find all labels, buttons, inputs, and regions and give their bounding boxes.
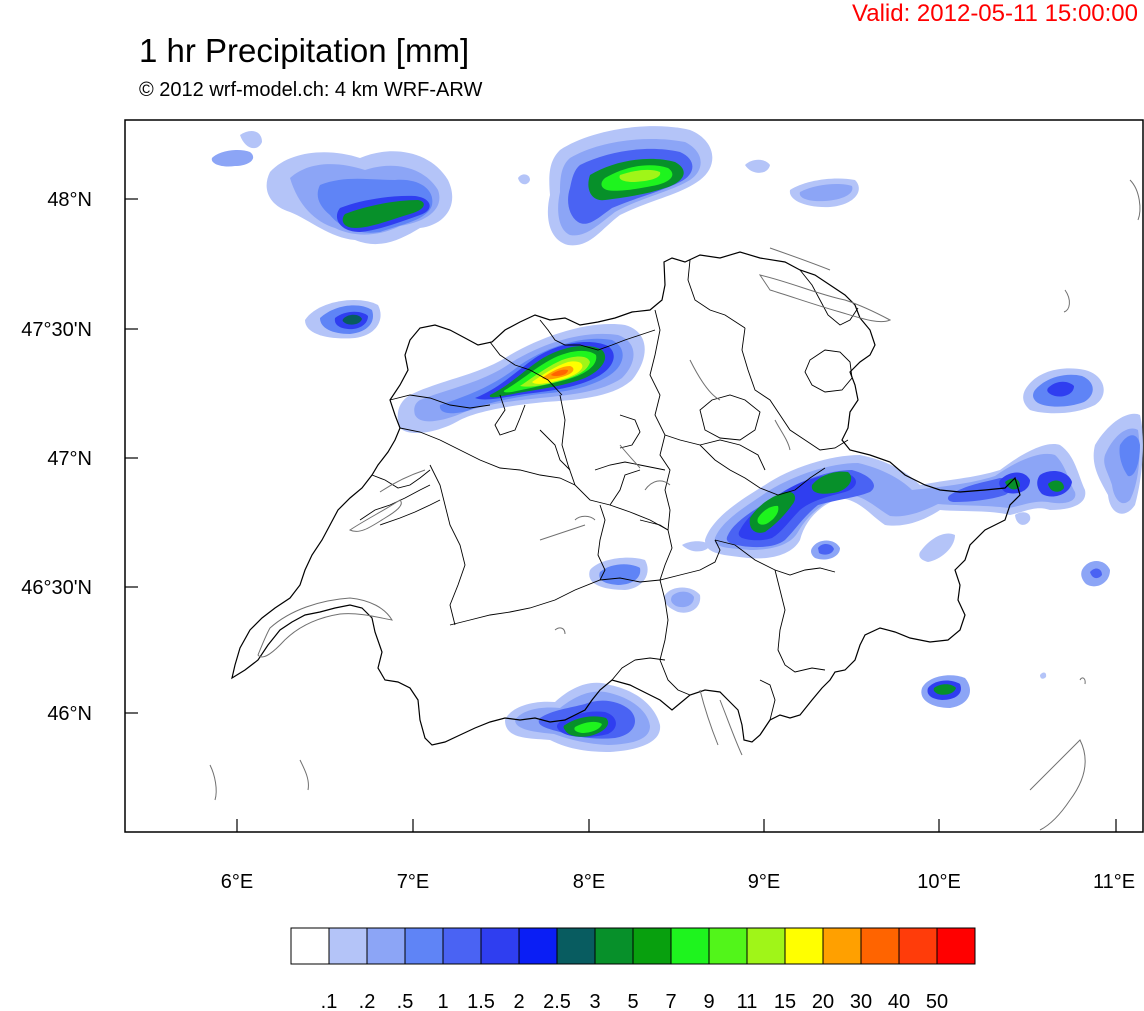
colorbar-label: 3	[589, 991, 600, 1011]
tick-marks	[125, 198, 1117, 832]
colorbar-label: 5	[627, 991, 638, 1011]
colorbar-swatch	[594, 927, 634, 965]
map-subtitle: © 2012 wrf-model.ch: 4 km WRF-ARW	[139, 79, 483, 101]
precip-cell-jura-west	[305, 300, 381, 339]
colorbar-swatch	[708, 927, 748, 965]
colorbar	[290, 927, 976, 965]
precip-cell-east	[682, 368, 1143, 587]
colorbar-swatch	[632, 927, 672, 965]
colorbar-label: 30	[850, 991, 872, 1011]
colorbar-label: .5	[397, 991, 414, 1011]
colorbar-label: 2.5	[543, 991, 571, 1011]
colorbar-swatch	[518, 927, 558, 965]
lat-label-47n: 47°N	[47, 448, 92, 470]
colorbar-swatch	[290, 927, 330, 965]
precip-cell-n	[518, 126, 859, 246]
colorbar-label: .1	[321, 991, 338, 1011]
colorbar-label: 1	[437, 991, 448, 1011]
valid-time: Valid: 2012-05-11 15:00:00	[852, 0, 1138, 27]
colorbar-swatch	[670, 927, 710, 965]
colorbar-label: 2	[513, 991, 524, 1011]
lat-label-46-30n: 46°30'N	[21, 577, 92, 599]
precip-cell-nw	[211, 130, 453, 245]
map-title: 1 hr Precipitation [mm]	[139, 32, 470, 69]
colorbar-label: 20	[812, 991, 834, 1011]
lon-label-6e: 6°E	[221, 871, 253, 893]
colorbar-swatch	[860, 927, 900, 965]
colorbar-label: 11	[737, 991, 758, 1011]
lon-label-8e: 8°E	[573, 871, 605, 893]
colorbar-label: 9	[703, 991, 714, 1011]
colorbar-swatch	[366, 927, 406, 965]
lon-label-10e: 10°E	[917, 871, 961, 893]
lat-label-48n: 48°N	[47, 189, 92, 211]
precip-cell-jura-main	[397, 324, 645, 434]
colorbar-swatch	[936, 927, 976, 965]
colorbar-swatch	[404, 927, 444, 965]
colorbar-label: 15	[774, 991, 796, 1011]
colorbar-swatch	[746, 927, 786, 965]
colorbar-label: 7	[665, 991, 676, 1011]
colorbar-label: 50	[926, 991, 948, 1011]
colorbar-labels: .1 .2 .5 1 1.5 2 2.5 3 5 7 9 11 15 20 30 40 50	[321, 991, 948, 1011]
lat-label-46n: 46°N	[47, 703, 92, 725]
colorbar-swatch	[442, 927, 482, 965]
colorbar-label: 40	[888, 991, 910, 1011]
colorbar-label: 1.5	[467, 991, 495, 1011]
precip-cell-se	[921, 672, 1047, 708]
canton-borders	[359, 259, 859, 736]
lon-label-7e: 7°E	[397, 871, 429, 893]
map-layer	[209, 126, 1143, 831]
lon-label-11e: 11°E	[1093, 871, 1135, 893]
colorbar-swatch	[822, 927, 862, 965]
colorbar-swatch	[480, 927, 520, 965]
lat-label-47-30n: 47°30'N	[21, 319, 92, 341]
precip-cell-south	[505, 557, 701, 752]
colorbar-swatch	[556, 927, 596, 965]
colorbar-swatch	[898, 927, 938, 965]
country-border	[231, 251, 1021, 746]
colorbar-swatch	[784, 927, 824, 965]
lon-label-9e: 9°E	[748, 871, 780, 893]
colorbar-swatch	[328, 927, 368, 965]
lakes-rivers	[209, 179, 1141, 831]
colorbar-label: .2	[359, 991, 376, 1011]
